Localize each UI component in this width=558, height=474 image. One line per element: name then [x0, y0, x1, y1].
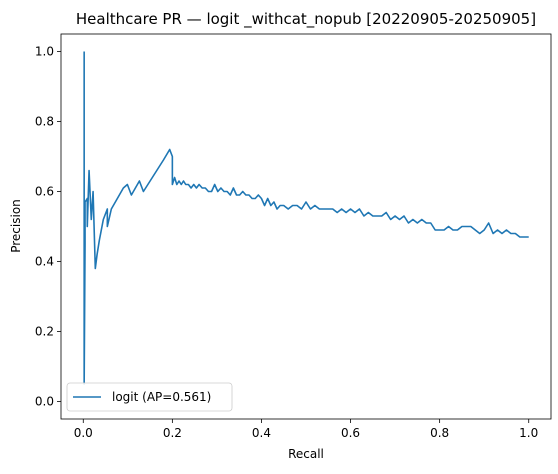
plot-area [61, 34, 551, 419]
legend-label-logit: logit (AP=0.561) [112, 390, 211, 404]
y-tick-label: 1.0 [35, 45, 54, 59]
series-group [83, 51, 529, 385]
y-tick-label: 0.8 [35, 115, 54, 129]
y-axis-label: Precision [9, 199, 23, 253]
x-tick-label: 0.8 [430, 426, 449, 440]
legend: logit (AP=0.561) [66, 382, 233, 412]
y-axis-ticks: 0.0 0.2 0.4 0.6 0.8 1.0 [35, 45, 61, 409]
y-tick-label: 0.6 [35, 185, 54, 199]
y-tick-label: 0.0 [35, 395, 54, 409]
x-axis-label: Recall [288, 447, 324, 461]
x-tick-label: 0.6 [341, 426, 360, 440]
series-line-logit [83, 51, 529, 385]
y-tick-label: 0.2 [35, 325, 54, 339]
x-axis-ticks: 0.0 0.2 0.4 0.6 0.8 1.0 [74, 419, 538, 440]
legend-box [66, 382, 233, 412]
chart-title: Healthcare PR — logit _withcat_nopub [20… [76, 10, 536, 29]
x-tick-label: 1.0 [519, 426, 538, 440]
plot-frame [60, 33, 552, 420]
x-tick-label: 0.4 [252, 426, 271, 440]
x-tick-label: 0.2 [163, 426, 182, 440]
x-tick-label: 0.0 [74, 426, 93, 440]
y-tick-label: 0.4 [35, 255, 54, 269]
